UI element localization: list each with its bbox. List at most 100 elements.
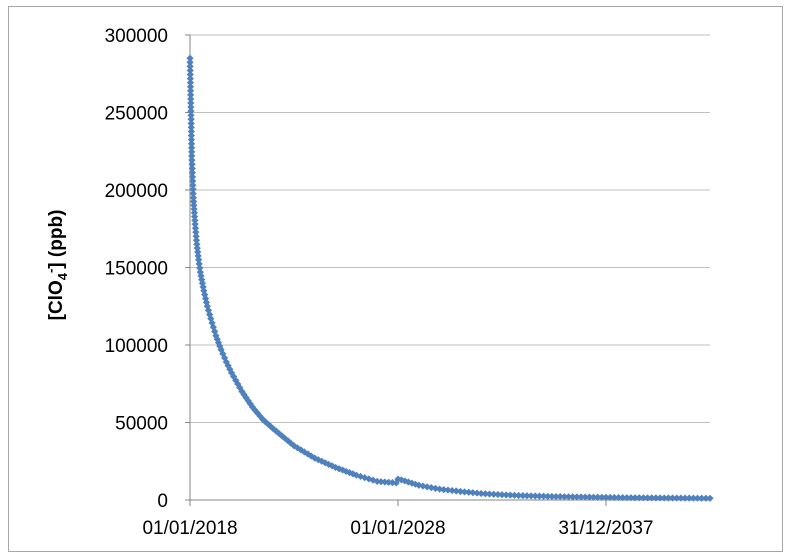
data-point <box>392 479 400 487</box>
data-point <box>216 342 224 350</box>
y-tick-label: 50000 <box>115 414 168 435</box>
data-point <box>589 493 598 501</box>
data-point <box>186 70 194 79</box>
data-point <box>189 189 197 198</box>
data-point <box>606 493 614 502</box>
data-point <box>186 79 195 87</box>
data-point <box>556 493 564 501</box>
data-point <box>208 319 216 327</box>
x-tick-label: 31/12/2037 <box>558 518 653 539</box>
data-point <box>188 164 196 173</box>
data-point <box>187 111 195 119</box>
data-point <box>281 434 289 443</box>
data-point <box>681 494 689 502</box>
data-point <box>706 494 714 502</box>
data-point <box>673 494 681 502</box>
data-point <box>619 494 627 502</box>
y-tick-label: 0 <box>157 491 168 512</box>
data-point <box>188 160 196 168</box>
data-point <box>560 493 568 501</box>
data-point <box>552 492 560 501</box>
data-point <box>240 391 248 399</box>
data-point <box>469 489 477 497</box>
data-point <box>186 83 195 91</box>
data-point <box>627 494 635 502</box>
data-point <box>585 493 593 501</box>
series-line <box>188 58 711 500</box>
data-point <box>186 66 194 75</box>
data-point <box>531 492 539 500</box>
data-point <box>577 493 585 501</box>
data-point <box>515 491 523 500</box>
data-point <box>189 181 197 189</box>
data-point <box>648 494 656 502</box>
data-point <box>623 494 631 502</box>
data-point <box>297 446 305 454</box>
data-point <box>187 107 195 115</box>
data-point <box>345 469 354 477</box>
data-point <box>631 494 639 502</box>
data-point <box>314 456 322 464</box>
data-point <box>698 494 706 502</box>
data-point <box>481 490 489 498</box>
data-point <box>388 479 397 487</box>
y-axis-title: [ClO4-] (ppb) <box>43 210 70 321</box>
data-point <box>227 369 236 377</box>
data-point <box>187 95 195 103</box>
data-point <box>685 494 693 502</box>
y-tick-label: 200000 <box>105 181 168 202</box>
data-point <box>207 315 215 323</box>
data-point <box>614 493 623 502</box>
data-point <box>377 478 385 486</box>
data-point <box>188 152 196 160</box>
data-point <box>188 169 197 177</box>
data-point <box>490 490 498 498</box>
data-point <box>544 492 552 500</box>
data-point <box>192 236 201 244</box>
data-point <box>256 412 264 420</box>
data-point <box>287 439 295 447</box>
data-point <box>195 260 203 268</box>
data-point <box>311 454 319 462</box>
data-point <box>196 268 204 276</box>
data-point <box>199 283 207 291</box>
data-point <box>440 486 448 494</box>
data-point <box>217 346 225 354</box>
data-point <box>498 491 506 499</box>
data-point <box>689 494 697 502</box>
data-point <box>224 362 232 370</box>
data-point <box>209 323 217 331</box>
data-point <box>186 87 195 95</box>
y-tick-label: 250000 <box>105 104 168 125</box>
data-point <box>564 493 573 501</box>
data-point <box>335 465 343 473</box>
data-point <box>251 406 259 414</box>
data-point <box>187 136 196 144</box>
data-point <box>186 58 194 66</box>
x-tick-label: 01/01/2028 <box>350 518 445 539</box>
data-point <box>187 119 195 127</box>
data-point <box>186 54 194 62</box>
data-point <box>573 493 581 501</box>
y-tick-label: 300000 <box>105 26 168 47</box>
series-layer <box>186 54 714 502</box>
data-point <box>192 228 200 236</box>
data-point <box>423 483 431 491</box>
data-point <box>385 478 393 486</box>
data-point <box>465 488 473 496</box>
data-point <box>397 476 405 484</box>
data-point <box>502 491 510 499</box>
data-point <box>535 492 544 500</box>
data-point <box>460 488 469 496</box>
data-point <box>444 486 452 494</box>
data-point <box>189 177 197 185</box>
data-point <box>602 493 610 501</box>
data-point <box>246 400 254 408</box>
data-point <box>188 156 196 164</box>
x-tick-labels: 01/01/2018 01/01/2028 31/12/2037 <box>142 518 653 539</box>
data-point <box>448 486 456 495</box>
data-point <box>188 144 196 152</box>
data-point <box>365 475 373 483</box>
data-point <box>485 490 494 498</box>
data-point <box>539 492 548 500</box>
